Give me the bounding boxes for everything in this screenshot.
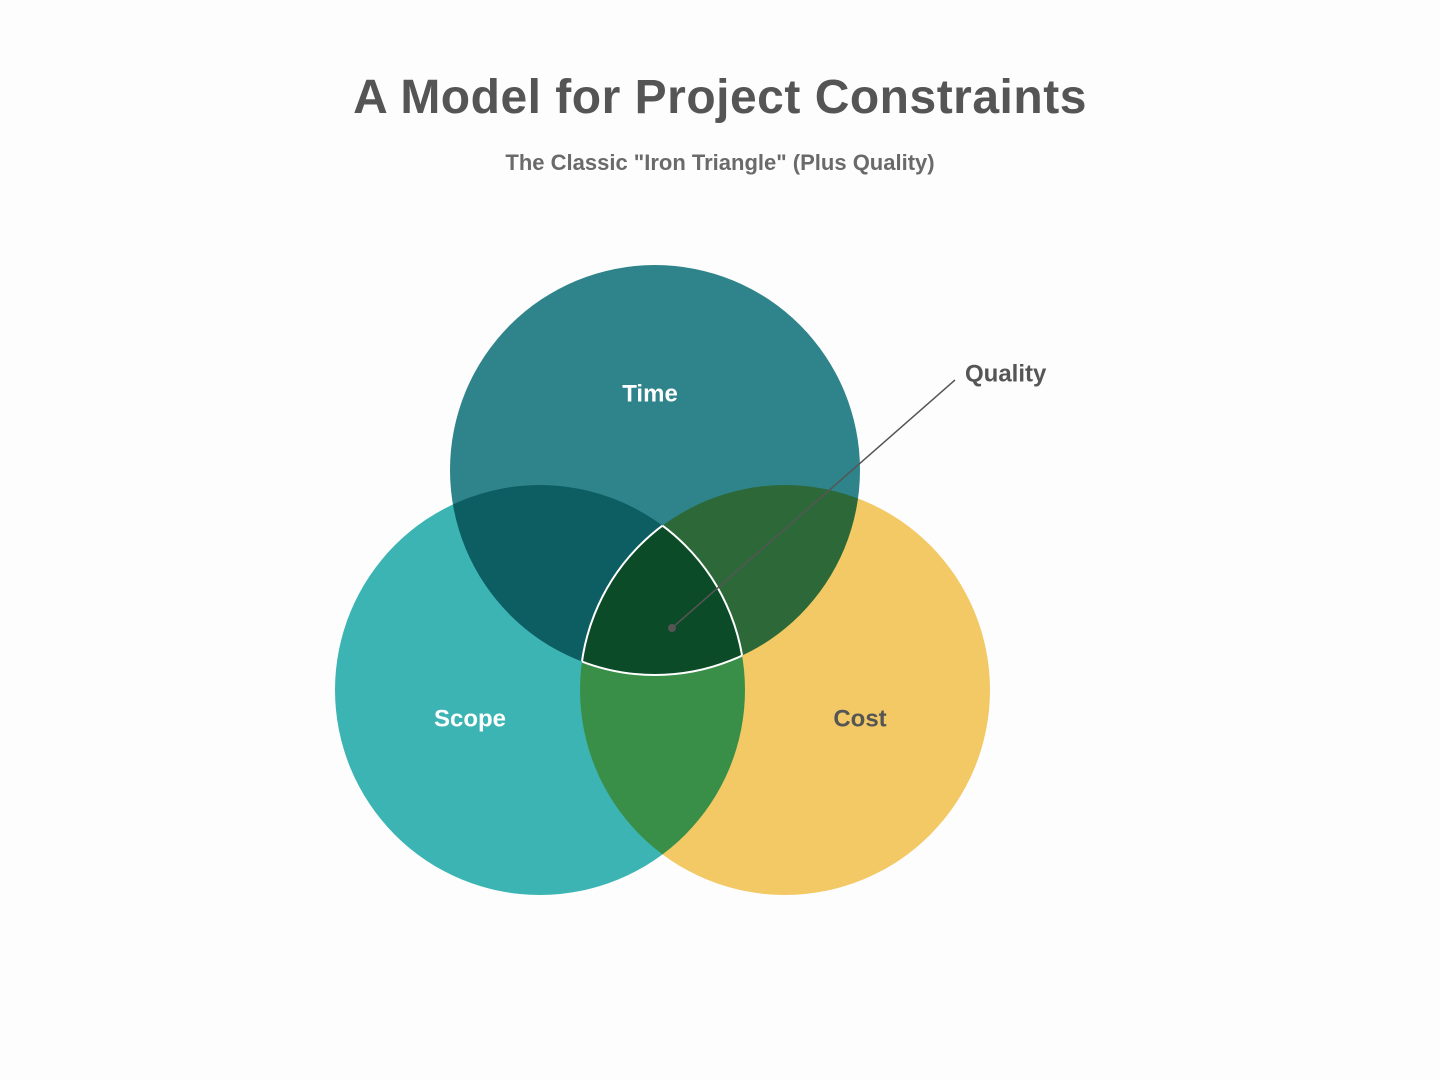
callout-dot: [668, 624, 676, 632]
venn-diagram: Quality Time Scope Cost: [0, 0, 1440, 1080]
label-cost: Cost: [833, 705, 886, 732]
label-time: Time: [622, 380, 678, 407]
circle-cost: [580, 485, 990, 895]
venn-circles: [335, 265, 990, 895]
label-scope: Scope: [434, 705, 506, 732]
callout-label: Quality: [965, 360, 1047, 387]
page: A Model for Project Constraints The Clas…: [0, 0, 1440, 1080]
